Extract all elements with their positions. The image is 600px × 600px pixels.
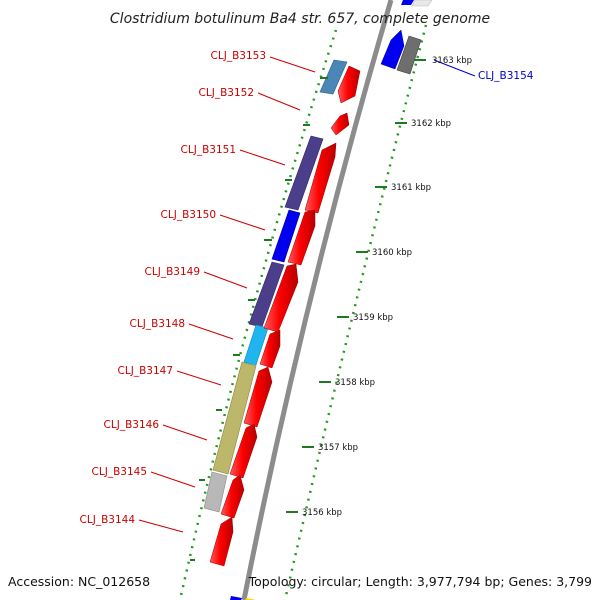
label-leader-line [150,471,196,488]
label-leader-line [188,323,234,340]
gene-cds-right-gray[interactable] [396,35,422,75]
gene-label-CLJ_B3153[interactable]: CLJ_B3153 [211,50,266,62]
gene-label-CLJ_B3146[interactable]: CLJ_B3146 [104,419,160,431]
label-leader-line [176,370,222,386]
gene-cds-CLJ_B3153[interactable] [319,59,348,95]
gene-arrow-CLJ_B3150[interactable] [287,209,316,266]
gene-cds-top-white [411,0,433,7]
accession-text: Accession: NC_012658 [8,574,150,589]
label-leaders [138,56,476,533]
tick-label-3160: 3160 kbp [372,248,412,258]
gene-arrow-CLJ_B3145[interactable] [220,474,245,519]
gene-arrow-CLJ_B3151[interactable] [304,142,337,214]
gene-cds-CLJ_B3150[interactable] [271,209,301,263]
tick-label-3159: 3159 kbp [353,313,393,323]
gene-label-CLJ_B3152[interactable]: CLJ_B3152 [199,87,254,99]
tick-label-3161: 3161 kbp [391,183,431,193]
label-leader-line [257,92,301,111]
tick-label-3162: 3162 kbp [411,119,451,129]
gene-label-CLJ_B3149[interactable]: CLJ_B3149 [145,266,200,278]
gene-cds-CLJ_B3147[interactable] [212,361,257,475]
gene-cds-bottom-blue [230,596,242,600]
gene-label-CLJ_B3145[interactable]: CLJ_B3145 [92,466,147,478]
genome-backbone [241,0,394,600]
gene-arrow-CLJ_B3148[interactable] [259,329,281,369]
inner-dotted-ring [178,29,338,600]
label-leader-line [219,214,266,231]
gene-arrow-CLJ_B3144[interactable] [209,516,234,567]
gene-arrow-CLJ_B3153[interactable] [337,65,361,104]
gene-cds-top-blue [401,0,414,5]
gene-arrow-CLJ_B3146[interactable] [229,423,258,479]
gene-label-CLJ_B3144[interactable]: CLJ_B3144 [80,514,136,526]
label-leader-line [162,424,208,441]
label-leader-line [269,56,316,73]
tick-label-3157: 3157 kbp [318,443,358,453]
tick-label-3158: 3158 kbp [335,378,375,388]
gene-label-CLJ_B3148[interactable]: CLJ_B3148 [130,318,185,330]
gene-label-CLJ_B3147[interactable]: CLJ_B3147 [118,365,173,377]
gene-label-CLJ_B3154[interactable]: CLJ_B3154 [478,70,534,82]
gene-cds-CLJ_B3148[interactable] [243,324,269,366]
label-leader-line [203,271,248,289]
gene-arrow-CLJ_B3154[interactable] [380,29,405,70]
map-title: Clostridium botulinum Ba4 str. 657, comp… [110,11,490,27]
tick-label-3163: 3163 kbp [432,56,472,66]
topology-text: Topology: circular; Length: 3,977,794 bp… [248,574,592,589]
gene-label-CLJ_B3150[interactable]: CLJ_B3150 [161,209,216,221]
label-leader-line [138,519,184,533]
gene-cds-CLJ_B3145[interactable] [203,471,228,513]
label-leader-line [239,149,286,166]
label-leader-line [433,59,476,77]
gene-arrow-CLJ_B3147[interactable] [243,366,273,428]
gene-label-CLJ_B3151[interactable]: CLJ_B3151 [181,144,236,156]
tick-label-3156: 3156 kbp [302,508,342,518]
gene-arrow-CLJ_B3152[interactable] [330,112,350,136]
gene-cds-CLJ_B3151[interactable] [284,135,324,211]
gene-arrow-CLJ_B3149[interactable] [263,263,299,333]
scale-ticks [190,59,426,561]
